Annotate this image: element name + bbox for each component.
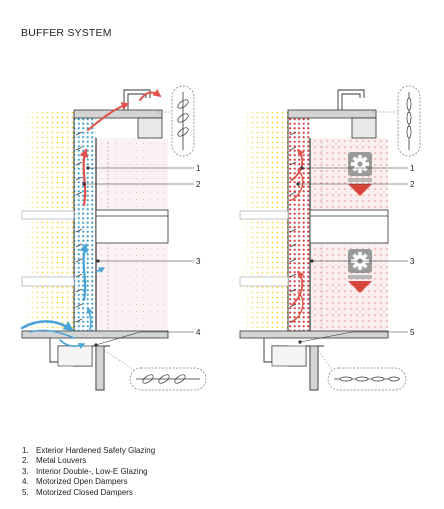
- down-triangle-icon: [348, 184, 372, 196]
- legend-item: 2. Metal Louvers: [22, 456, 87, 466]
- airflow-arrow-icon: [20, 88, 162, 349]
- roof-slab: [73, 109, 163, 119]
- floor-slab-upper: [309, 209, 389, 244]
- buffer-cavity: [288, 116, 310, 331]
- callout-number: 2: [410, 180, 415, 189]
- roof-slab: [287, 109, 377, 119]
- legend-item: 1. Exterior Hardened Safety Glazing: [22, 446, 156, 455]
- damper-detail-icon: [171, 85, 195, 157]
- ground-slab: [239, 330, 389, 339]
- ground-slab: [21, 330, 169, 339]
- legend: 1. Exterior Hardened Safety Glazing 2. Met…: [22, 446, 155, 498]
- callout-number: 1: [410, 164, 415, 173]
- buffer-cavity: [74, 116, 96, 331]
- callout-number: 2: [196, 180, 201, 189]
- equipment-label-bar: [348, 178, 372, 182]
- down-triangle-icon: [348, 281, 372, 293]
- callout-number: 4: [196, 328, 201, 337]
- callout-number: 3: [410, 257, 415, 266]
- damper-detail-icon: [397, 85, 421, 157]
- equipment-label-bar: [348, 275, 372, 279]
- callout-number: 1: [196, 164, 201, 173]
- airflow-arrow-icon: [291, 148, 305, 323]
- callout-number: 5: [410, 328, 415, 337]
- right-panel: [239, 85, 421, 391]
- floor-slab-upper: [95, 209, 169, 244]
- legend-item: 3. Interior Double-, Low-E Glazing: [22, 466, 148, 476]
- damper-detail-icon: [327, 367, 407, 391]
- damper-detail-icon: [129, 367, 207, 391]
- diagram-title: BUFFER SYSTEM: [21, 27, 112, 39]
- roof-vent-duct: [337, 89, 365, 110]
- metal-louvers: [75, 131, 83, 323]
- callout-number: 3: [196, 257, 201, 266]
- legend-item: 4. Motorized Open Dampers: [22, 477, 128, 487]
- roof-vent-duct: [123, 89, 151, 110]
- gear-icon: [348, 152, 372, 176]
- left-panel: [20, 85, 207, 391]
- legend-item: 5. Motorized Closed Dampers: [22, 487, 133, 497]
